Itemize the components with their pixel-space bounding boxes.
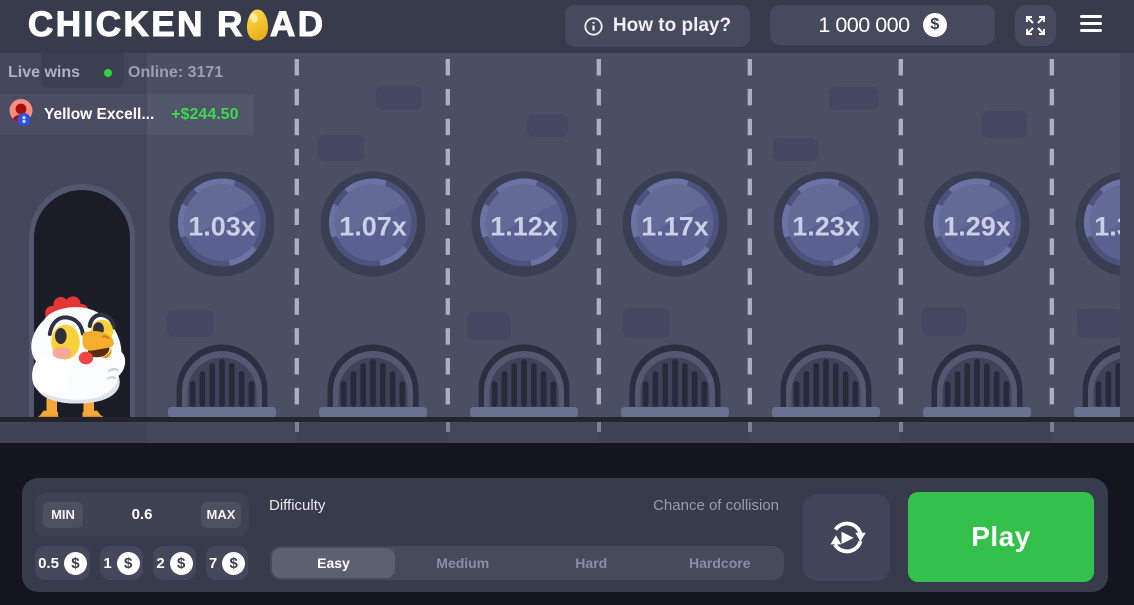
svg-text:1.12x: 1.12x xyxy=(490,212,558,242)
svg-text:1.07x: 1.07x xyxy=(339,212,407,242)
svg-text:1.03x: 1.03x xyxy=(188,212,256,242)
svg-text:1.23x: 1.23x xyxy=(792,212,860,242)
svg-text:1.17x: 1.17x xyxy=(641,212,709,242)
svg-text:1.29x: 1.29x xyxy=(943,212,1011,242)
